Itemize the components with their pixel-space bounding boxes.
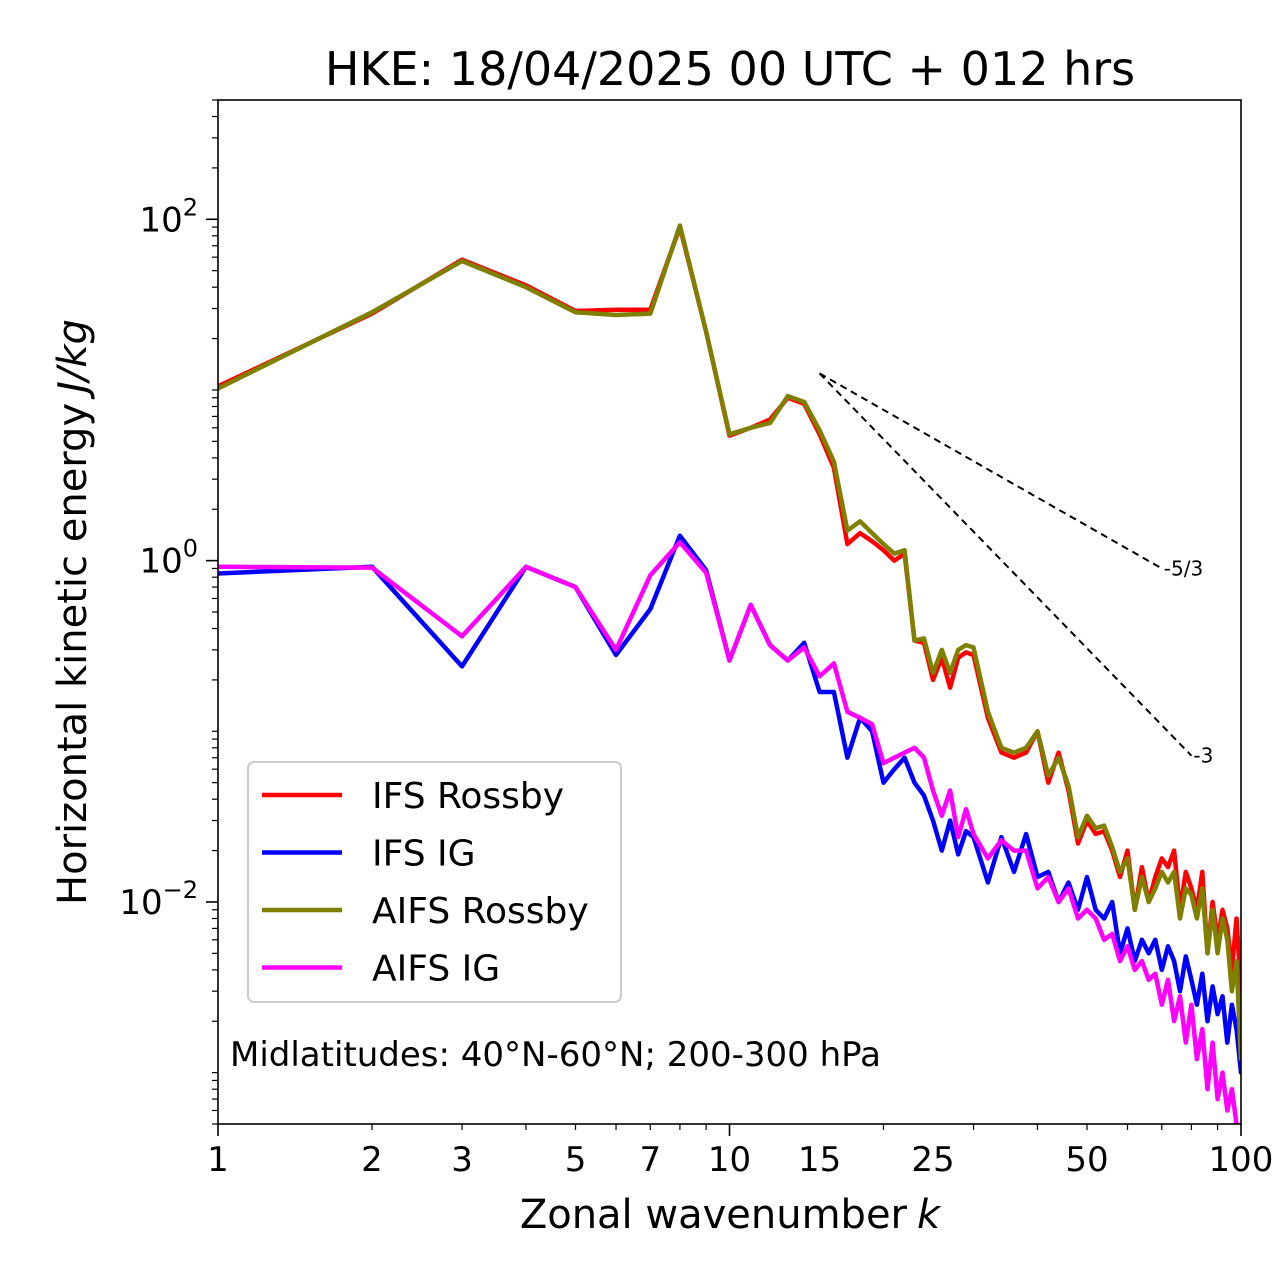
y-axis-label: Horizontal kinetic energyJ/kg <box>50 319 96 905</box>
chart-title: HKE: 18/04/2025 00 UTC + 012 hrs <box>325 42 1135 96</box>
x-tick-label: 3 <box>451 1140 473 1180</box>
x-tick-label: 1 <box>207 1140 229 1180</box>
series-lines <box>218 223 1241 1124</box>
slope-label-1: -5/3 <box>1164 556 1203 580</box>
y-tick-label: 100 <box>139 535 198 582</box>
legend-box <box>247 761 622 1003</box>
x-tick-label: 100 <box>1209 1140 1274 1180</box>
legend: IFS Rossby IFS IG AIFS Rossby AIFS IG <box>247 761 622 1003</box>
legend-item-ifs-ig: IFS IG <box>262 834 476 875</box>
x-axis-label-text: Zonal wavenumber <box>520 1192 908 1238</box>
legend-item-ifs-rossby: IFS Rossby <box>262 776 564 817</box>
legend-item-aifs-rossby: AIFS Rossby <box>262 891 589 932</box>
y-tick-label: 102 <box>139 193 198 240</box>
x-tick-label: 10 <box>708 1140 751 1180</box>
y-axis-ticks: 10−2 100 102 <box>119 99 218 1125</box>
x-tick-label: 50 <box>1065 1140 1108 1180</box>
x-tick-label: 25 <box>911 1140 954 1180</box>
x-tick-label: 7 <box>639 1140 661 1180</box>
legend-label: AIFS IG <box>372 949 500 990</box>
legend-label: IFS IG <box>372 834 476 875</box>
series-line-aifs-rossby <box>218 223 1241 1062</box>
legend-label: AIFS Rossby <box>372 891 589 932</box>
slope-line-2 <box>818 372 1193 757</box>
series-line-aifs-ig <box>218 540 1239 1124</box>
x-axis-label-var: k <box>917 1192 942 1238</box>
x-tick-label: 2 <box>361 1140 383 1180</box>
y-axis-label-text: Horizontal kinetic energy <box>50 403 96 905</box>
legend-label: IFS Rossby <box>372 776 564 817</box>
legend-item-aifs-ig: AIFS IG <box>262 949 500 990</box>
y-axis-label-unit: J/kg <box>50 319 96 400</box>
legend-items: IFS Rossby IFS IG AIFS Rossby AIFS IG <box>262 776 589 990</box>
x-axis-label: Zonal wavenumber k <box>520 1192 942 1238</box>
y-tick-label: 10−2 <box>119 876 198 923</box>
x-tick-label: 15 <box>798 1140 841 1180</box>
region-annotation: Midlatitudes: 40°N-60°N; 200-300 hPa <box>230 1035 881 1075</box>
x-axis-ticks: 1 2 3 5 7 10 15 25 50 100 <box>207 1124 1273 1180</box>
slope-line-1 <box>819 372 1163 570</box>
slope-lines: -5/3 -3 <box>818 372 1213 768</box>
x-tick-label: 5 <box>565 1140 587 1180</box>
slope-label-2: -3 <box>1193 744 1213 768</box>
